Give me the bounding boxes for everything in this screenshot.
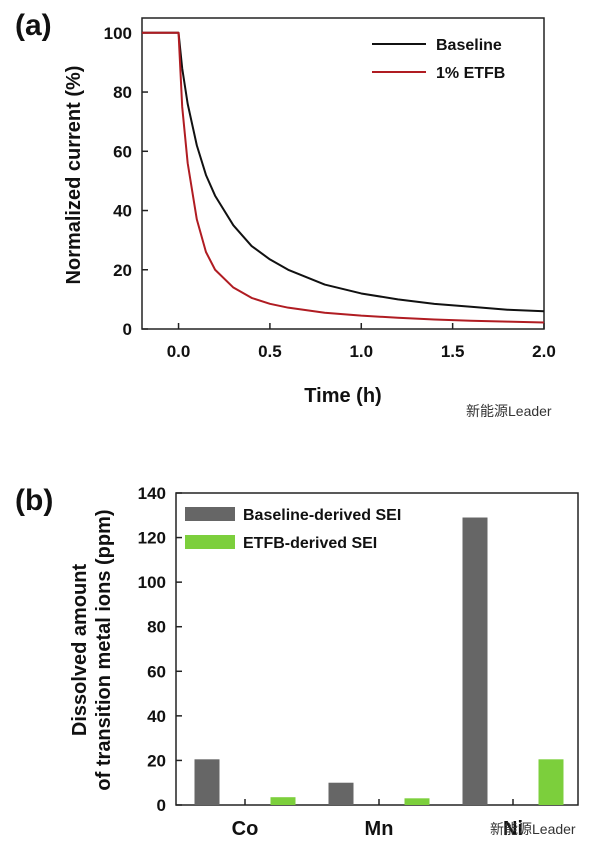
legend-swatch-etfb-sei [185,535,235,549]
panel-b: (b) 0 20 40 60 80 100 120 140 Co Mn Ni Baseline-de… [15,484,579,840]
series-line-baseline [142,31,545,313]
panel-b-category-label: Co [232,818,259,840]
series-line-1-etfb [142,31,545,324]
panel-a-y-tick-label: 60 [113,142,132,161]
panel-b-legend: Baseline-derived SEI ETFB-derived SEI [185,507,401,552]
panel-b-y-tick-label: 120 [138,529,166,548]
panel-a-y-tick-label: 20 [113,261,132,280]
panel-a-x-tick-label: 1.5 [441,342,465,361]
bar-mn-baseline-sei [328,782,354,805]
panel-a-ticks: 0 20 40 60 80 100 0.0 0.5 1.0 1.5 2.0 [104,24,556,361]
bar-mn-etfb-sei [404,798,430,805]
panel-a-y-tick-label: 40 [113,202,132,221]
panel-b-bars [194,517,564,805]
watermark-bottom: 新能源Leader [490,821,576,837]
panel-a-lines [142,31,545,324]
panel-b-category-label: Mn [365,818,394,840]
legend-label-etfb: 1% ETFB [436,65,505,82]
panel-a-x-tick-label: 0.0 [167,342,191,361]
panel-a-x-tick-label: 1.0 [349,342,373,361]
panel-b-y-tick-label: 100 [138,573,166,592]
panel-a-legend: Baseline 1% ETFB [372,37,505,82]
bar-ni-etfb-sei [538,759,564,805]
panel-b-y-tick-label: 0 [157,796,166,815]
legend-label-baseline: Baseline [436,37,502,54]
legend-label-etfb-sei: ETFB-derived SEI [243,535,377,552]
panel-a-plot-frame [141,17,545,330]
panel-a-y-tick-label: 0 [123,320,132,339]
panel-b-y-tick-label: 40 [147,707,166,726]
panel-b-y-tick-label: 80 [147,618,166,637]
panel-a: (a) 0 20 40 60 80 100 0.0 0.5 1.0 1.5 2.0 Baseline… [15,9,556,419]
panel-b-label: (b) [15,484,53,517]
panel-a-x-axis-title: Time (h) [304,385,381,407]
panel-a-y-axis-title: Normalized current (%) [63,66,85,285]
panel-b-plot-frame [175,492,579,806]
legend-label-baseline-sei: Baseline-derived SEI [243,507,401,524]
panel-a-x-tick-label: 0.5 [258,342,282,361]
watermark-top: 新能源Leader [466,403,552,419]
panel-b-y-tick-label: 60 [147,662,166,681]
panel-b-category-label: Ni [503,818,523,840]
bar-co-etfb-sei [270,797,296,805]
bar-ni-baseline-sei [462,517,488,805]
panel-a-x-tick-label: 2.0 [532,342,556,361]
legend-swatch-baseline-sei [185,507,235,521]
panel-a-y-tick-label: 80 [113,83,132,102]
panel-b-y-tick-label: 20 [147,751,166,770]
bar-co-baseline-sei [194,759,220,805]
panel-a-label: (a) [15,9,52,42]
panel-a-y-tick-label: 100 [104,24,132,43]
panel-b-ticks: 0 20 40 60 80 100 120 140 Co Mn Ni [138,484,523,840]
panel-b-y-axis-title-line2: of transition metal ions (ppm) [93,509,115,790]
panel-b-y-tick-label: 140 [138,484,166,503]
panel-b-y-axis-title-line1: Dissolved amount [69,564,91,737]
